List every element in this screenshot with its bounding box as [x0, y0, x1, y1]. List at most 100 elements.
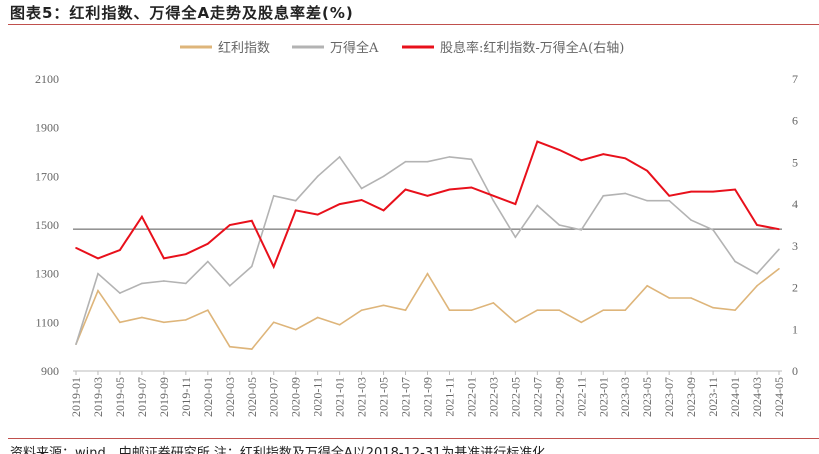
data-point [690, 190, 692, 193]
x-tick-label: 2020-09 [289, 377, 303, 417]
y-left-tick-label: 900 [41, 364, 59, 378]
data-point [338, 156, 341, 158]
data-point [492, 302, 495, 304]
data-point [712, 306, 714, 309]
data-point [228, 224, 231, 226]
data-point [712, 229, 714, 231]
x-tick-label: 2023-11 [706, 377, 720, 417]
title-divider [8, 24, 819, 25]
x-tick-label: 2023-09 [684, 377, 698, 417]
data-point [470, 309, 473, 311]
data-point [646, 199, 648, 202]
data-point [97, 257, 99, 260]
data-point [580, 321, 583, 324]
data-point [536, 204, 539, 207]
data-point [316, 213, 319, 216]
data-point [734, 260, 736, 263]
x-tick-label: 2023-05 [640, 377, 654, 417]
data-point [756, 224, 758, 226]
y-left-tick-label: 1100 [35, 315, 59, 329]
x-tick-label: 2019-11 [179, 377, 193, 417]
data-point [338, 323, 341, 326]
data-point [690, 219, 692, 221]
series-line-1 [75, 268, 780, 350]
data-point [360, 309, 363, 311]
legend-label-2: 万得全A [330, 40, 379, 56]
data-point [492, 195, 495, 197]
data-point [294, 199, 297, 202]
data-point [207, 309, 209, 311]
data-point [646, 169, 648, 172]
x-tick-label: 2019-05 [113, 377, 127, 417]
data-point [294, 328, 297, 331]
data-point [712, 190, 714, 193]
y-right-tick-label: 0 [792, 364, 798, 378]
data-point [272, 195, 275, 197]
x-tick-label: 2020-03 [223, 377, 237, 417]
data-point [536, 140, 539, 143]
data-point [207, 260, 209, 263]
data-point [338, 203, 341, 205]
data-point [448, 156, 451, 158]
data-point [492, 199, 495, 202]
data-point [580, 229, 583, 231]
data-point [646, 285, 648, 287]
x-tick-label: 2019-01 [69, 377, 83, 417]
data-point [778, 248, 780, 251]
data-point [294, 209, 297, 212]
data-point [426, 195, 429, 197]
x-tick-label: 2024-05 [772, 377, 786, 417]
data-point [690, 297, 692, 299]
x-tick-label: 2021-11 [442, 377, 456, 417]
y-right-tick-label: 4 [792, 197, 798, 211]
y-left-tick-label: 1300 [35, 267, 59, 281]
data-point [514, 321, 517, 324]
data-point [624, 192, 627, 195]
x-tick-label: 2019-07 [135, 377, 149, 417]
data-point [514, 203, 517, 205]
data-point [141, 316, 143, 319]
data-point [250, 265, 253, 268]
y-right-tick-label: 1 [792, 322, 798, 336]
x-tick-label: 2020-01 [201, 377, 215, 417]
data-point [250, 348, 253, 350]
data-point [558, 224, 561, 226]
data-point [228, 285, 231, 287]
x-tick-label: 2021-01 [333, 377, 347, 417]
data-point [778, 228, 780, 230]
data-point [272, 265, 275, 268]
series-line-2 [75, 155, 780, 345]
x-tick-label: 2024-01 [728, 377, 742, 417]
data-point [404, 160, 407, 163]
x-tick-label: 2023-01 [596, 377, 610, 417]
data-point [360, 187, 363, 190]
data-point [734, 309, 736, 311]
x-tick-label: 2022-11 [574, 377, 588, 417]
data-point [75, 247, 77, 249]
data-point [624, 157, 627, 160]
data-point [668, 297, 670, 299]
data-point [316, 175, 319, 178]
data-point [141, 282, 143, 285]
data-point [163, 280, 165, 282]
data-point [668, 199, 670, 202]
data-point [470, 158, 473, 161]
data-point [75, 343, 77, 346]
x-tick-label: 2022-01 [464, 377, 478, 417]
x-tick-label: 2021-07 [399, 377, 413, 417]
data-point [404, 309, 407, 311]
data-point [756, 272, 758, 275]
x-tick-label: 2021-05 [377, 377, 391, 417]
data-point [448, 309, 451, 311]
legend-label-3: 股息率:红利指数-万得全A(右轴) [440, 40, 624, 56]
data-point [624, 309, 627, 311]
data-point [163, 257, 165, 260]
x-tick-label: 2020-11 [311, 377, 325, 417]
data-point [272, 321, 275, 324]
line-chart: 900 1100 1300 1500 1700 1900 2100 0 1 2 3 4 5 6 7 2019-… [35, 40, 798, 417]
y-left-tick-label: 2100 [35, 72, 59, 86]
x-tick-label: 2023-07 [662, 377, 676, 417]
x-tick-label: 2020-07 [267, 377, 281, 417]
y-right-tick-label: 2 [792, 281, 798, 295]
